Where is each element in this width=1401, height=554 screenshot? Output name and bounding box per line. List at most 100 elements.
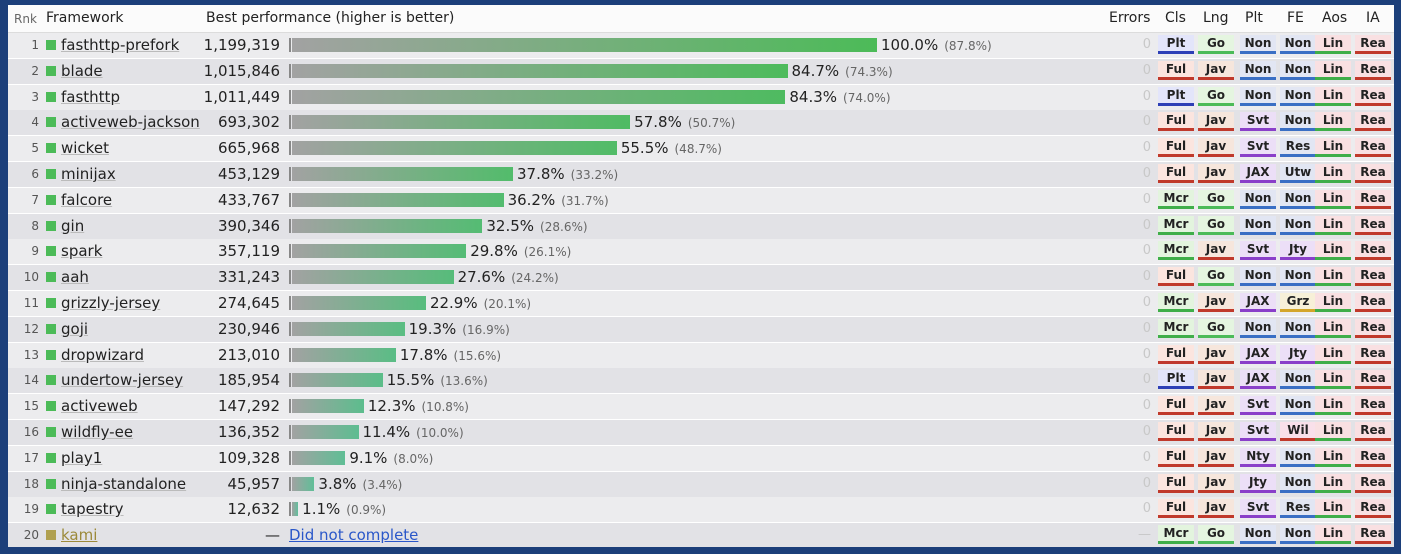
attribute-tag[interactable]: Jty bbox=[1280, 241, 1316, 261]
attribute-tag[interactable]: Rea bbox=[1355, 396, 1391, 416]
attribute-tag[interactable]: Svt bbox=[1240, 138, 1276, 158]
attribute-tag[interactable]: Mcr bbox=[1158, 525, 1194, 545]
attribute-tag[interactable]: Rea bbox=[1355, 318, 1391, 338]
framework-link[interactable]: tapestry bbox=[61, 500, 124, 519]
attribute-tag[interactable]: Jav bbox=[1198, 293, 1234, 312]
attribute-tag[interactable]: Mcr bbox=[1158, 215, 1194, 235]
attribute-tag[interactable]: Jav bbox=[1198, 473, 1234, 493]
attribute-tag[interactable]: Rea bbox=[1355, 215, 1391, 235]
attribute-tag[interactable]: Non bbox=[1280, 318, 1316, 338]
attribute-tag[interactable]: Nty bbox=[1240, 447, 1276, 467]
attribute-tag[interactable]: Ful bbox=[1158, 112, 1194, 132]
attribute-tag[interactable]: Rea bbox=[1355, 422, 1391, 441]
attribute-tag[interactable]: Go bbox=[1198, 35, 1234, 54]
attribute-tag[interactable]: Non bbox=[1240, 189, 1276, 209]
framework-link[interactable]: falcore bbox=[61, 190, 113, 209]
attribute-tag[interactable]: Mcr bbox=[1158, 241, 1194, 261]
attribute-tag[interactable]: JAX bbox=[1240, 164, 1276, 183]
attribute-tag[interactable]: Lin bbox=[1315, 499, 1351, 519]
attribute-tag[interactable]: Lin bbox=[1315, 370, 1351, 390]
attribute-tag[interactable]: Non bbox=[1240, 60, 1276, 80]
attribute-tag[interactable]: Jav bbox=[1198, 164, 1234, 183]
header-framework[interactable]: Framework bbox=[46, 10, 124, 26]
framework-link[interactable]: play1 bbox=[61, 448, 103, 467]
attribute-tag[interactable]: Non bbox=[1280, 267, 1316, 287]
attribute-tag[interactable]: Non bbox=[1280, 35, 1316, 54]
attribute-tag[interactable]: Rea bbox=[1355, 86, 1391, 106]
attribute-tag[interactable]: Non bbox=[1280, 215, 1316, 235]
attribute-tag[interactable]: Non bbox=[1280, 473, 1316, 493]
framework-link[interactable]: goji bbox=[61, 319, 89, 338]
attribute-tag[interactable]: Rea bbox=[1355, 60, 1391, 80]
attribute-tag[interactable]: Non bbox=[1240, 267, 1276, 287]
attribute-tag[interactable]: Rea bbox=[1355, 499, 1391, 519]
attribute-tag[interactable]: Ful bbox=[1158, 60, 1194, 80]
attribute-tag[interactable]: JAX bbox=[1240, 370, 1276, 390]
attribute-tag[interactable]: Ful bbox=[1158, 422, 1194, 441]
attribute-tag[interactable]: Rea bbox=[1355, 112, 1391, 132]
attribute-tag[interactable]: Lin bbox=[1315, 138, 1351, 158]
attribute-tag[interactable]: Lin bbox=[1315, 473, 1351, 493]
framework-link[interactable]: gin bbox=[61, 216, 85, 235]
attribute-tag[interactable]: Go bbox=[1198, 86, 1234, 106]
attribute-tag[interactable]: Non bbox=[1280, 525, 1316, 545]
attribute-tag[interactable]: Jav bbox=[1198, 138, 1234, 158]
attribute-tag[interactable]: Rea bbox=[1355, 370, 1391, 390]
attribute-tag[interactable]: Ful bbox=[1158, 267, 1194, 287]
attribute-tag[interactable]: Grz bbox=[1280, 293, 1316, 312]
framework-link[interactable]: undertow-jersey bbox=[61, 371, 184, 390]
attribute-tag[interactable]: Lin bbox=[1315, 422, 1351, 441]
framework-link[interactable]: spark bbox=[61, 242, 103, 261]
attribute-tag[interactable]: Lin bbox=[1315, 344, 1351, 364]
attribute-tag[interactable]: JAX bbox=[1240, 293, 1276, 312]
attribute-tag[interactable]: Plt bbox=[1158, 35, 1194, 54]
attribute-tag[interactable]: Non bbox=[1240, 215, 1276, 235]
attribute-tag[interactable]: Rea bbox=[1355, 267, 1391, 287]
header-fe[interactable]: FE bbox=[1287, 10, 1304, 26]
attribute-tag[interactable]: Jav bbox=[1198, 344, 1234, 364]
attribute-tag[interactable]: Lin bbox=[1315, 447, 1351, 467]
attribute-tag[interactable]: Rea bbox=[1355, 293, 1391, 312]
attribute-tag[interactable]: Lin bbox=[1315, 112, 1351, 132]
attribute-tag[interactable]: Svt bbox=[1240, 396, 1276, 416]
framework-link[interactable]: dropwizard bbox=[61, 345, 144, 364]
attribute-tag[interactable]: Jav bbox=[1198, 499, 1234, 519]
framework-link[interactable]: wicket bbox=[61, 139, 109, 158]
attribute-tag[interactable]: Lin bbox=[1315, 164, 1351, 183]
attribute-tag[interactable]: Rea bbox=[1355, 473, 1391, 493]
attribute-tag[interactable]: Lin bbox=[1315, 241, 1351, 261]
attribute-tag[interactable]: Lin bbox=[1315, 318, 1351, 338]
attribute-tag[interactable]: Non bbox=[1240, 35, 1276, 54]
attribute-tag[interactable]: Lin bbox=[1315, 189, 1351, 209]
attribute-tag[interactable]: Mcr bbox=[1158, 293, 1194, 312]
attribute-tag[interactable]: Non bbox=[1240, 525, 1276, 545]
attribute-tag[interactable]: Jav bbox=[1198, 241, 1234, 261]
attribute-tag[interactable]: Plt bbox=[1158, 86, 1194, 106]
attribute-tag[interactable]: Lin bbox=[1315, 267, 1351, 287]
attribute-tag[interactable]: Jav bbox=[1198, 370, 1234, 390]
framework-link[interactable]: grizzly-jersey bbox=[61, 294, 161, 312]
attribute-tag[interactable]: Jav bbox=[1198, 112, 1234, 132]
framework-link[interactable]: fasthttp bbox=[61, 87, 120, 106]
attribute-tag[interactable]: Go bbox=[1198, 189, 1234, 209]
attribute-tag[interactable]: Rea bbox=[1355, 164, 1391, 183]
attribute-tag[interactable]: Ful bbox=[1158, 499, 1194, 519]
attribute-tag[interactable]: Jav bbox=[1198, 422, 1234, 441]
attribute-tag[interactable]: Rea bbox=[1355, 189, 1391, 209]
attribute-tag[interactable]: Rea bbox=[1355, 138, 1391, 158]
attribute-tag[interactable]: Rea bbox=[1355, 241, 1391, 261]
attribute-tag[interactable]: Ful bbox=[1158, 164, 1194, 183]
attribute-tag[interactable]: Ful bbox=[1158, 138, 1194, 158]
attribute-tag[interactable]: JAX bbox=[1240, 344, 1276, 364]
attribute-tag[interactable]: Svt bbox=[1240, 241, 1276, 261]
attribute-tag[interactable]: Non bbox=[1240, 86, 1276, 106]
framework-link[interactable]: minijax bbox=[61, 165, 116, 183]
framework-link[interactable]: activeweb-jackson bbox=[61, 113, 200, 132]
attribute-tag[interactable]: Svt bbox=[1240, 112, 1276, 132]
attribute-tag[interactable]: Res bbox=[1280, 138, 1316, 158]
framework-link[interactable]: aah bbox=[61, 268, 89, 287]
attribute-tag[interactable]: Svt bbox=[1240, 499, 1276, 519]
attribute-tag[interactable]: Jty bbox=[1280, 344, 1316, 364]
attribute-tag[interactable]: Mcr bbox=[1158, 318, 1194, 338]
attribute-tag[interactable]: Rea bbox=[1355, 447, 1391, 467]
